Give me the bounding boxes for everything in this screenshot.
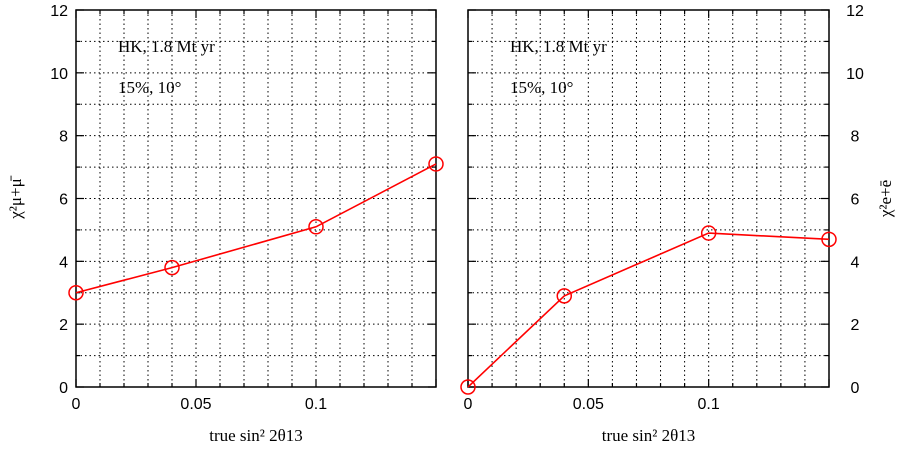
- y-tick-label: 2: [59, 317, 68, 334]
- y-tick-label: 8: [851, 129, 860, 146]
- y-tick-label: 4: [851, 254, 860, 271]
- y-tick-label: 12: [846, 3, 864, 20]
- annotation-experiment: HK, 1.8 Mt yr: [510, 37, 607, 56]
- annotation-systematics: 15%, 10°: [118, 78, 181, 97]
- left-panel: 0 0.05 0.1 0 2 4 6 8 10 12 HK, 1.8 Mt yr 15%, 10° tr…: [6, 3, 444, 445]
- ticks: [467, 9, 830, 388]
- right-panel: 0 0.05 0.1 0 2 4 6 8 10 12 HK, 1.8 Mt yr 15%, 10° tr…: [460, 3, 895, 445]
- y-tick-label: 4: [59, 254, 68, 271]
- y-axis-title: χ²μ+μ̄: [6, 175, 25, 219]
- y-tick-label: 12: [50, 3, 68, 20]
- series-line: [75, 163, 437, 294]
- data-point-marker: [821, 231, 837, 248]
- x-tick-label: 0: [464, 396, 473, 413]
- ticks: [75, 9, 437, 388]
- annotation-experiment: HK, 1.8 Mt yr: [118, 37, 215, 56]
- y-tick-label: 2: [851, 317, 860, 334]
- annotation-systematics: 15%, 10°: [510, 78, 573, 97]
- y-tick-label: 0: [851, 380, 860, 397]
- y-tick-label: 10: [846, 66, 864, 83]
- data-point-marker: [428, 156, 444, 172]
- data-point-marker: [556, 288, 573, 304]
- data-point-marker: [68, 285, 84, 301]
- series-line: [467, 232, 830, 388]
- y-tick-label: 10: [50, 66, 68, 83]
- x-tick-label: 0.1: [698, 396, 720, 413]
- data-point-marker: [164, 259, 180, 276]
- grid-lines: [76, 10, 436, 387]
- data-point-marker: [460, 379, 476, 395]
- y-tick-label: 0: [59, 380, 68, 397]
- y-tick-label: 6: [59, 192, 68, 209]
- data-point-marker: [308, 219, 324, 235]
- x-tick-label: 0.1: [305, 396, 327, 413]
- x-axis-title: true sin² 2θ13: [602, 426, 696, 445]
- x-tick-label: 0.05: [180, 396, 211, 413]
- data-point-marker: [700, 225, 717, 241]
- y-tick-label: 6: [851, 192, 860, 209]
- y-axis-title: χ²e+ē: [876, 180, 895, 218]
- x-tick-label: 0: [72, 396, 81, 413]
- grid-lines: [468, 10, 829, 387]
- y-tick-label: 8: [59, 129, 68, 146]
- x-tick-label: 0.05: [573, 396, 604, 413]
- x-axis-title: true sin² 2θ13: [209, 426, 303, 445]
